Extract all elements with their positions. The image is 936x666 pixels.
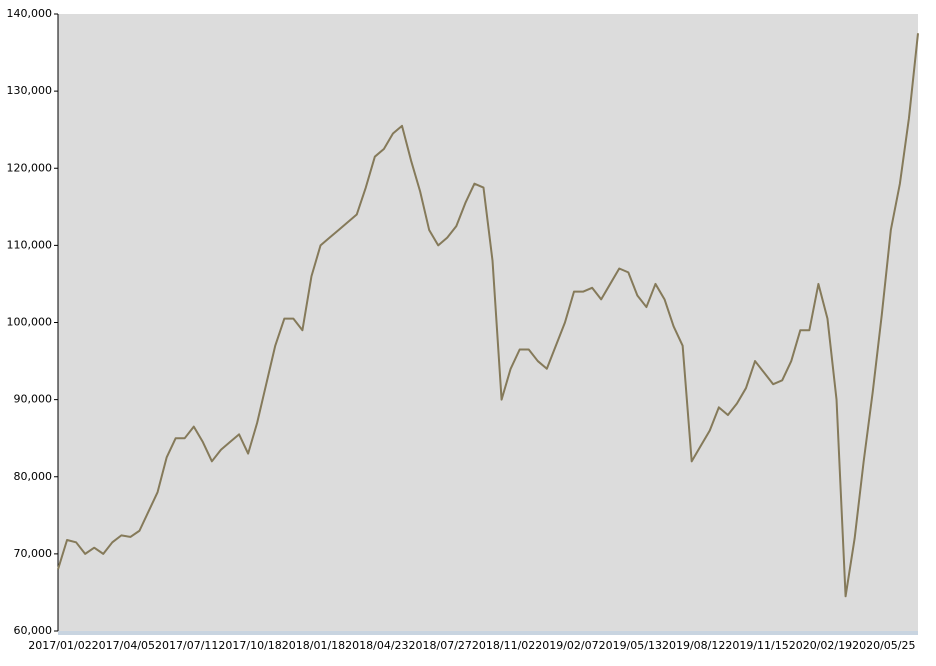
x-tick-label: 2020/02/19 [789,639,852,652]
y-tick-label: 90,000 [14,393,53,406]
y-tick-label: 130,000 [7,84,53,97]
x-tick-label: 2017/10/18 [218,639,281,652]
x-tick-label: 2019/08/12 [662,639,725,652]
x-tick-label: 2018/04/23 [345,639,408,652]
plot-area [58,14,918,631]
x-tick-label: 2019/02/07 [535,639,598,652]
x-tick-label: 2018/07/27 [409,639,472,652]
y-tick-label: 70,000 [14,547,53,560]
price-line [57,33,919,598]
y-tick-label: 60,000 [14,624,53,637]
scroll-strip [58,631,918,635]
x-tick-label: 2018/01/18 [282,639,345,652]
x-tick-label: 2017/04/05 [92,639,155,652]
y-tick-label: 120,000 [7,161,53,174]
x-tick-label: 2018/11/02 [472,639,535,652]
x-tick-label: 2017/01/02 [28,639,91,652]
y-tick-label: 100,000 [7,316,53,329]
x-tick-label: 2019/05/13 [599,639,662,652]
x-tick-label: 2017/07/11 [155,639,218,652]
y-tick-label: 110,000 [7,238,53,251]
x-tick-label: 2019/11/15 [725,639,788,652]
y-tick-label: 80,000 [14,470,53,483]
y-tick-label: 140,000 [7,7,53,20]
x-tick-label: 2020/05/25 [852,639,915,652]
